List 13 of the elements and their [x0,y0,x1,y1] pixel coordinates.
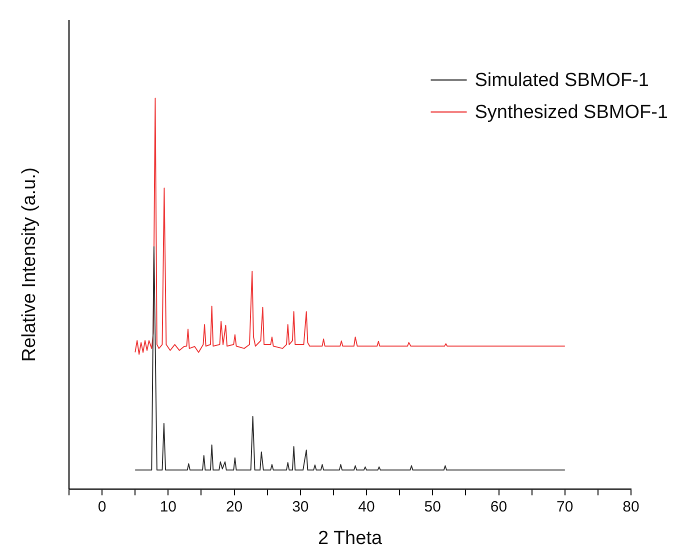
x-axis-title: 2 Theta [318,528,382,549]
x-tick-label: 0 [98,498,106,516]
legend-label: Simulated SBMOF-1 [474,70,649,92]
x-tick-label: 60 [490,498,508,516]
x-tick-label: 80 [622,498,640,516]
x-tick-label: 70 [556,498,574,516]
x-tick-label: 50 [424,498,441,516]
x-tick-label: 40 [358,498,375,516]
x-tick-label: 10 [160,498,177,516]
x-tick-label: 20 [226,498,243,516]
legend-label: Synthesized SBMOF-1 [474,102,668,124]
x-tick-label: 30 [292,498,309,516]
y-axis-title: Relative Intensity (a.u.) [19,167,40,362]
